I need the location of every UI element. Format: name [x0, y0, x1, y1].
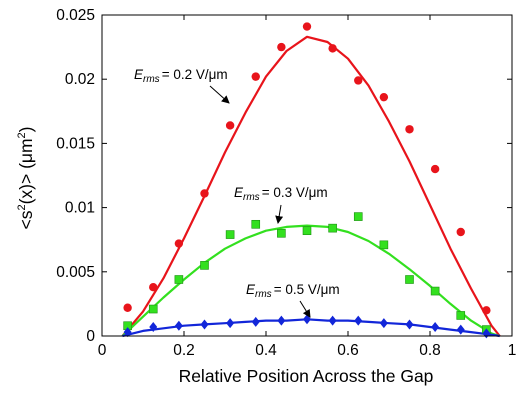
x-tick-label: 0.4 [255, 342, 277, 359]
y-tick-label: 0.025 [56, 7, 95, 24]
data-point-series-2-4 [226, 318, 235, 329]
data-point-series-0-8 [328, 44, 337, 53]
data-point-series-1-13 [456, 311, 466, 320]
data-point-series-2-10 [379, 318, 388, 329]
y-tick-label: 0.02 [65, 71, 95, 88]
data-point-series-1-12 [430, 286, 440, 296]
data-point-series-1-8 [328, 223, 337, 233]
y-tick-label: 0.005 [56, 264, 95, 281]
x-tick-label: 0.2 [173, 342, 195, 359]
annotation-arrow-e03 [275, 204, 284, 224]
x-tick-label: 0.8 [419, 342, 441, 359]
data-point-series-1-7 [302, 226, 312, 236]
plot-frame [101, 14, 513, 337]
data-point-series-2-13 [456, 324, 465, 335]
annotation-arrow-e05 [299, 300, 311, 318]
data-point-series-2-1 [149, 322, 158, 333]
data-point-series-2-9 [354, 315, 363, 326]
data-point-series-1-11 [405, 275, 414, 284]
data-point-series-0-0 [123, 303, 132, 312]
y-tick-label: 0.01 [65, 200, 95, 217]
x-axis-title: Relative Position Across the Gap [179, 366, 434, 386]
data-point-series-2-12 [431, 322, 440, 333]
annotation-e05: Erms = 0.5 V/μm [246, 282, 340, 300]
data-point-series-1-9 [353, 212, 363, 221]
y-tick-label: 0 [86, 328, 95, 345]
data-point-series-2-11 [405, 319, 414, 330]
data-point-series-0-3 [200, 189, 209, 198]
data-point-series-0-1 [149, 283, 158, 292]
data-point-series-0-12 [430, 164, 440, 174]
data-point-series-0-5 [251, 72, 260, 81]
data-point-series-1-2 [174, 275, 184, 284]
data-point-series-0-10 [379, 92, 389, 102]
data-point-series-0-7 [302, 22, 312, 31]
annotation-e02: Erms = 0.2 V/μm [134, 67, 228, 85]
x-tick-label: 0 [98, 342, 107, 359]
data-point-series-0-9 [354, 76, 363, 85]
data-point-series-1-5 [251, 219, 261, 229]
annotation-e03: Erms = 0.3 V/μm [234, 185, 328, 203]
y-tick-label: 0.015 [56, 135, 95, 152]
data-point-series-1-10 [379, 240, 389, 250]
data-point-series-2-5 [251, 316, 260, 327]
plot-area [121, 22, 501, 339]
data-point-series-2-6 [277, 315, 286, 326]
x-tick-label: 0.6 [337, 342, 359, 359]
annotation-arrow-e02 [209, 85, 230, 104]
x-tick-label: 1 [508, 342, 516, 359]
data-point-series-2-3 [200, 319, 209, 330]
data-point-series-0-13 [456, 227, 465, 237]
axes: 0 0.2 0.4 0.6 0.8 1 0 0.005 0.01 0.015 0.02 0.025 [56, 7, 516, 359]
fit-line-series-0 [121, 35, 501, 337]
data-point-series-0-2 [174, 239, 184, 248]
data-point-series-1-4 [225, 230, 235, 239]
data-point-series-1-3 [200, 261, 209, 270]
y-axis-title: <s2(x)> (μm2) [16, 126, 36, 229]
data-point-series-2-0 [123, 327, 132, 338]
fit-line-series-1 [121, 224, 501, 338]
data-point-series-2-8 [328, 315, 337, 326]
fit-line-series-2 [122, 318, 500, 338]
data-point-series-1-1 [148, 304, 158, 314]
data-point-series-0-6 [277, 42, 286, 52]
data-point-series-0-14 [482, 306, 491, 315]
data-point-series-0-11 [405, 125, 414, 134]
data-point-series-2-2 [174, 320, 183, 331]
data-point-series-0-4 [225, 121, 235, 130]
data-point-series-1-6 [277, 228, 286, 238]
